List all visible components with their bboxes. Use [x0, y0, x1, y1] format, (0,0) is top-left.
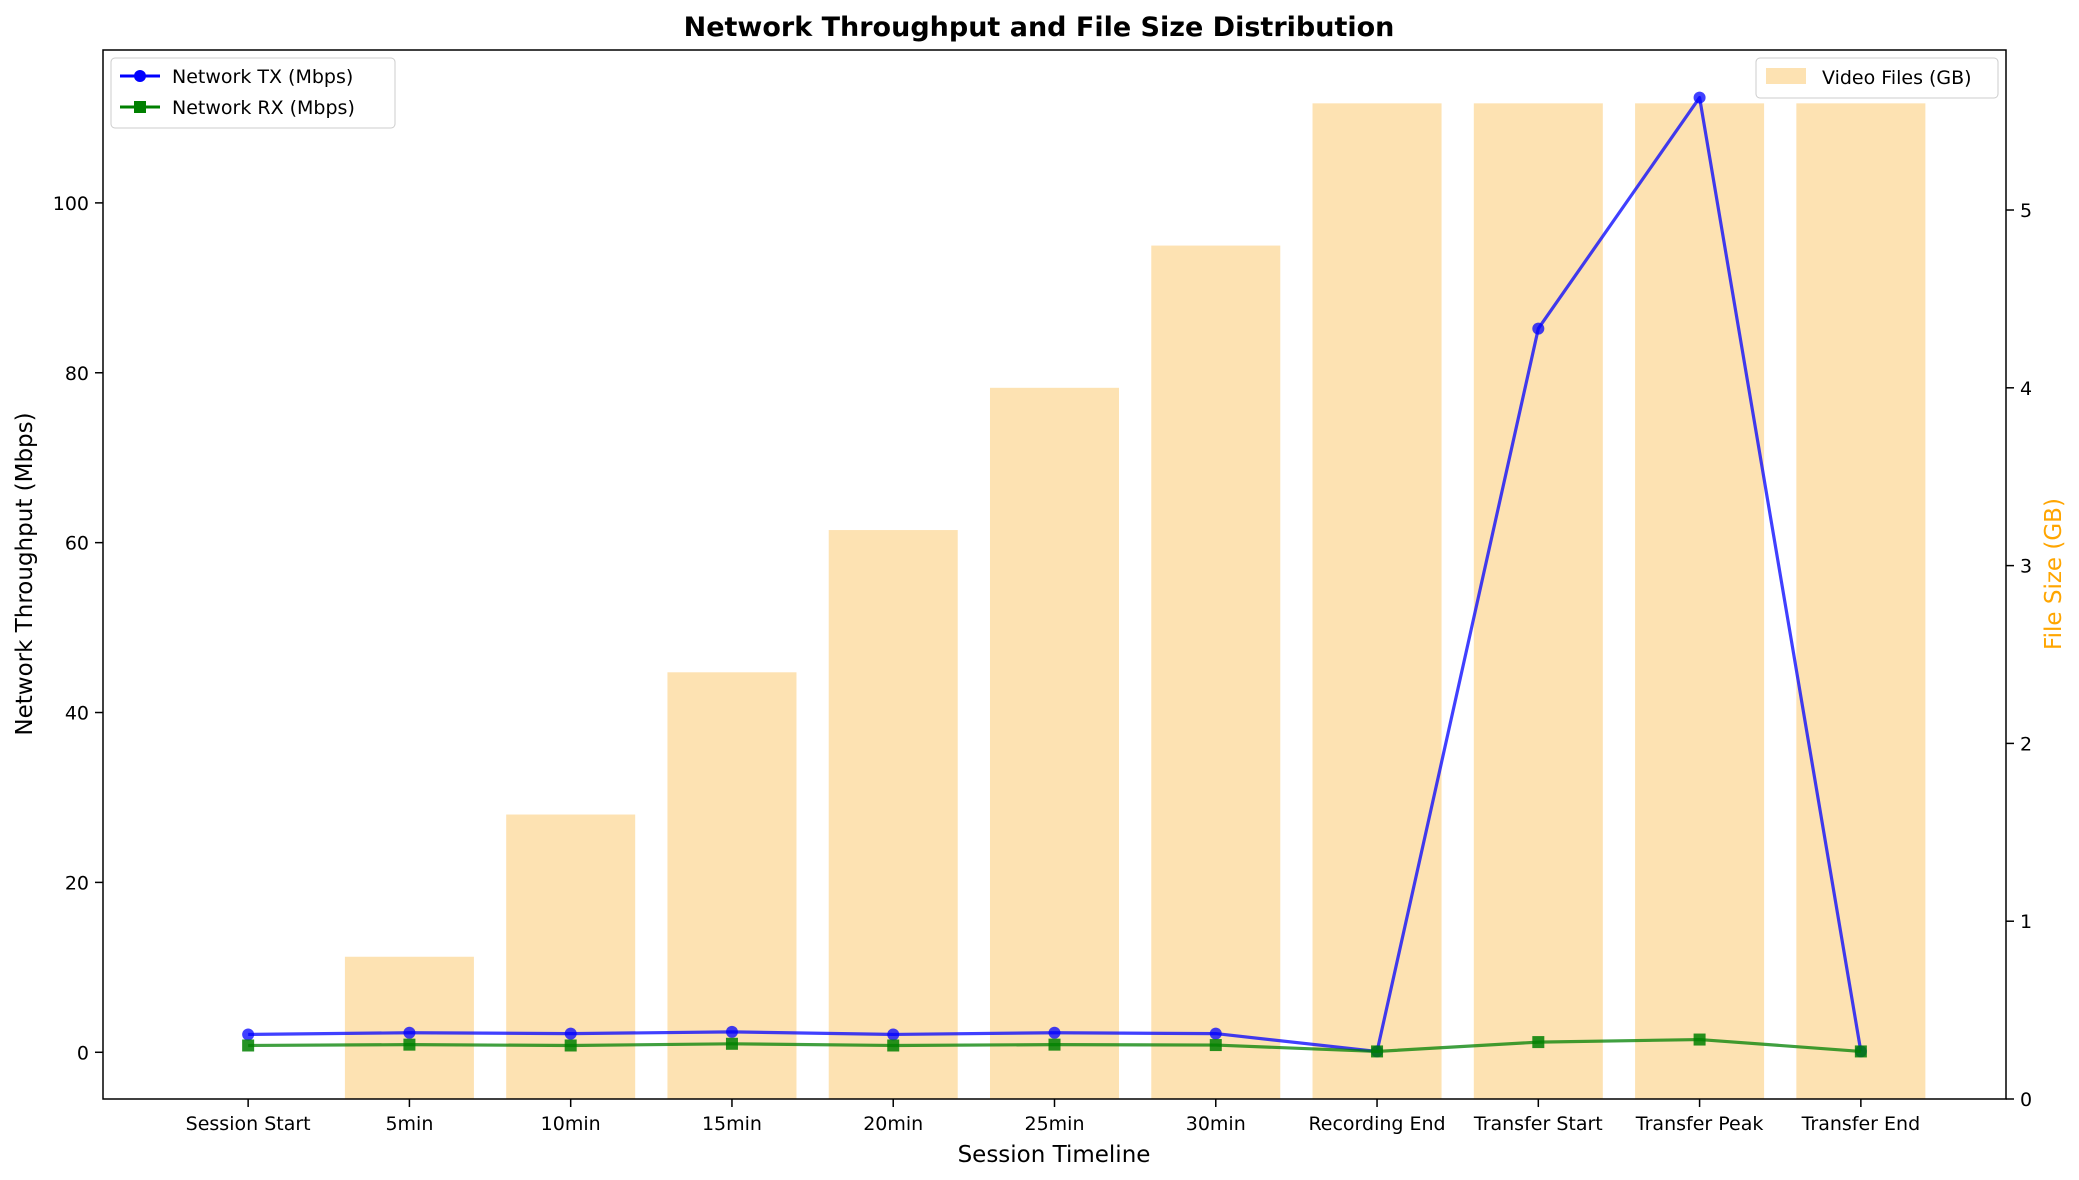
series-0-point-4 [887, 1028, 900, 1041]
legend-right: Video Files (GB) [1755, 57, 1999, 99]
series-1-point-8 [1532, 1036, 1545, 1049]
y-right-tick-label-5: 5 [2020, 200, 2032, 222]
x-tick-label-2: 10min [541, 1113, 601, 1135]
series-0-point-3 [725, 1025, 738, 1038]
lines-layer [242, 91, 1867, 1058]
x-tick-label-10: Transfer End [1801, 1113, 1921, 1135]
series-0-point-8 [1532, 322, 1545, 335]
y-right-tick-label-0: 0 [2020, 1089, 2032, 1111]
y-left-tick-label-0: 0 [77, 1042, 89, 1064]
bar-2 [506, 814, 636, 1099]
bars-layer [344, 103, 1926, 1099]
series-0-point-5 [1048, 1026, 1061, 1039]
bar-9 [1635, 103, 1765, 1099]
legend-video-swatch [1766, 68, 1806, 84]
y-axis-right-label: File Size (GB) [2041, 498, 2067, 650]
legend-right-box [1755, 57, 1999, 99]
series-1-point-3 [725, 1037, 738, 1050]
x-tick-label-7: Recording End [1308, 1113, 1445, 1135]
y-right-tick-label-4: 4 [2020, 378, 2032, 400]
series-1-point-7 [1371, 1045, 1384, 1058]
bar-6 [1151, 245, 1281, 1099]
x-tick-label-8: Transfer Start [1473, 1113, 1603, 1135]
x-tick-label-0: Session Start [186, 1113, 311, 1135]
series-1-point-9 [1693, 1033, 1706, 1046]
series-1-point-1 [403, 1038, 416, 1051]
y-left-tick-label-60: 60 [65, 533, 89, 555]
left-axis: 0 20 40 60 80 100 [53, 193, 103, 1064]
x-tick-label-9: Transfer Peak [1635, 1113, 1764, 1135]
legend-tx-label: Network TX (Mbps) [172, 66, 353, 88]
legend-video-label: Video Files (GB) [1822, 67, 1972, 89]
legend-left-box [110, 57, 396, 129]
legend-rx-label: Network RX (Mbps) [172, 97, 355, 119]
x-tick-label-1: 5min [385, 1113, 433, 1135]
legend-left: Network TX (Mbps) Network RX (Mbps) [110, 57, 396, 129]
y-left-tick-label-100: 100 [53, 193, 89, 215]
series-1-point-5 [1048, 1038, 1061, 1051]
bar-4 [828, 530, 958, 1099]
series-1-point-0 [242, 1039, 255, 1052]
bar-5 [989, 387, 1120, 1099]
y-right-tick-label-2: 2 [2020, 733, 2032, 755]
x-axis-label: Session Timeline [958, 1142, 1151, 1168]
series-0-point-1 [403, 1026, 416, 1039]
y-right-tick-label-3: 3 [2020, 556, 2032, 578]
series-1-point-2 [564, 1039, 577, 1052]
series-1-point-10 [1854, 1045, 1867, 1058]
series-1-point-4 [887, 1039, 900, 1052]
y-left-tick-label-40: 40 [65, 703, 89, 725]
y-right-tick-label-1: 1 [2020, 911, 2032, 933]
bar-10 [1796, 103, 1926, 1099]
series-0-point-0 [242, 1028, 255, 1041]
x-tick-label-3: 15min [702, 1113, 762, 1135]
bar-7 [1312, 103, 1442, 1099]
x-tick-label-5: 25min [1024, 1113, 1084, 1135]
series-1-point-6 [1209, 1039, 1222, 1052]
y-left-tick-label-80: 80 [65, 363, 89, 385]
series-0-point-6 [1209, 1027, 1222, 1040]
legend-tx-marker [134, 70, 146, 82]
y-left-tick-label-20: 20 [65, 872, 89, 894]
x-tick-label-4: 20min [863, 1113, 923, 1135]
right-axis: 0 1 2 3 4 5 [2006, 200, 2032, 1111]
x-tick-label-6: 30min [1186, 1113, 1246, 1135]
legend-rx-marker [134, 101, 146, 113]
series-0-point-2 [564, 1027, 577, 1040]
chart-title: Network Throughput and File Size Distrib… [684, 12, 1395, 43]
x-axis: Session Start 5min 10min 15min 20min 25min 30m… [186, 1099, 1920, 1135]
bar-8 [1473, 103, 1603, 1099]
series-0-point-9 [1693, 91, 1706, 104]
y-axis-left-label: Network Throughput (Mbps) [12, 412, 38, 735]
